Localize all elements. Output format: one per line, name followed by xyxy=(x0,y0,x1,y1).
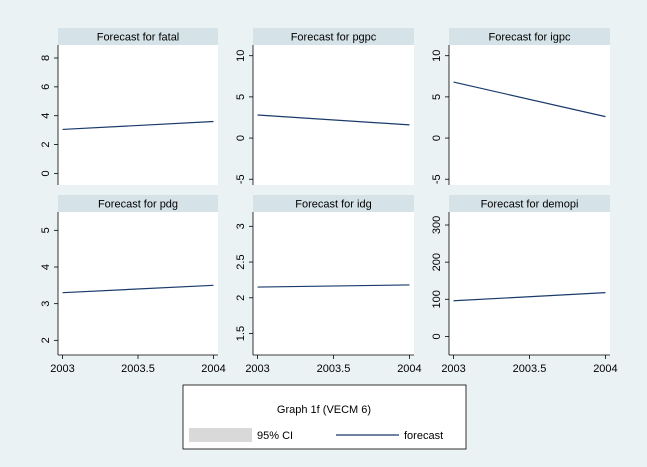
panel-title: Forecast for idg xyxy=(295,198,371,210)
legend-swatch xyxy=(189,428,252,442)
panel-title: Forecast for demopi xyxy=(481,198,579,210)
x-tick-label: 2003 xyxy=(245,363,269,375)
y-tick-label: 8 xyxy=(40,55,52,61)
y-tick-label: 2.5 xyxy=(235,254,247,269)
y-tick-label: 0 xyxy=(40,170,52,176)
x-tick-label: 2003.5 xyxy=(513,363,547,375)
y-tick-label: 2 xyxy=(40,142,52,148)
y-tick-label: 6 xyxy=(40,84,52,90)
y-tick-label: 3 xyxy=(40,301,52,307)
panel-title-bar xyxy=(253,28,414,45)
x-tick-label: 2003.5 xyxy=(121,363,155,375)
y-tick-label: 3 xyxy=(235,223,247,229)
plot-area xyxy=(58,45,218,185)
forecast-line xyxy=(453,292,606,302)
x-tick-label: 2003 xyxy=(50,363,74,375)
panel-title-bar xyxy=(58,195,218,212)
plot-area xyxy=(449,212,610,355)
panel-title: Forecast for igpc xyxy=(489,31,571,43)
panel-title-bar xyxy=(449,28,610,45)
forecast-line xyxy=(257,114,410,126)
y-tick-label: 5 xyxy=(40,227,52,233)
panel-title: Forecast for fatal xyxy=(97,31,180,43)
y-tick-label: 0 xyxy=(235,135,247,141)
y-tick-label: 200 xyxy=(431,253,443,271)
panel-title: Forecast for pgpc xyxy=(291,31,377,43)
panel-title-bar xyxy=(449,195,610,212)
plot-area xyxy=(253,45,414,185)
y-tick-label: 10 xyxy=(431,50,443,62)
y-tick-label: 0 xyxy=(431,333,443,339)
panel-title-bar xyxy=(58,28,218,45)
legend-label: 95% CI xyxy=(257,430,293,442)
x-tick-label: 2003.5 xyxy=(317,363,351,375)
forecast-line xyxy=(62,120,214,131)
y-tick-label: 300 xyxy=(431,216,443,234)
y-tick-label: 2 xyxy=(235,295,247,301)
x-tick-label: 2004 xyxy=(593,363,617,375)
plot-area xyxy=(58,212,218,355)
y-tick-label: 4 xyxy=(40,113,52,119)
y-tick-label: -5 xyxy=(431,174,443,184)
legend-label: forecast xyxy=(404,430,443,442)
y-tick-label: 5 xyxy=(235,94,247,100)
y-tick-label: 100 xyxy=(431,290,443,308)
y-tick-label: 1.5 xyxy=(235,326,247,341)
legend-title: Graph 1f (VECM 6) xyxy=(277,404,371,416)
forecast-line xyxy=(453,81,606,118)
y-tick-label: -5 xyxy=(235,174,247,184)
y-tick-label: 4 xyxy=(40,264,52,270)
plot-area xyxy=(449,45,610,185)
panel-title-bar xyxy=(253,195,414,212)
plot-area xyxy=(253,212,414,355)
forecast-line xyxy=(62,284,214,294)
x-tick-label: 2004 xyxy=(397,363,421,375)
forecast-line xyxy=(257,284,410,288)
y-tick-label: 10 xyxy=(235,50,247,62)
y-tick-label: 2 xyxy=(40,337,52,343)
y-tick-label: 0 xyxy=(431,135,443,141)
x-tick-label: 2004 xyxy=(201,363,225,375)
x-tick-label: 2003 xyxy=(441,363,465,375)
y-tick-label: 5 xyxy=(431,94,443,100)
panel-title: Forecast for pdg xyxy=(98,198,178,210)
